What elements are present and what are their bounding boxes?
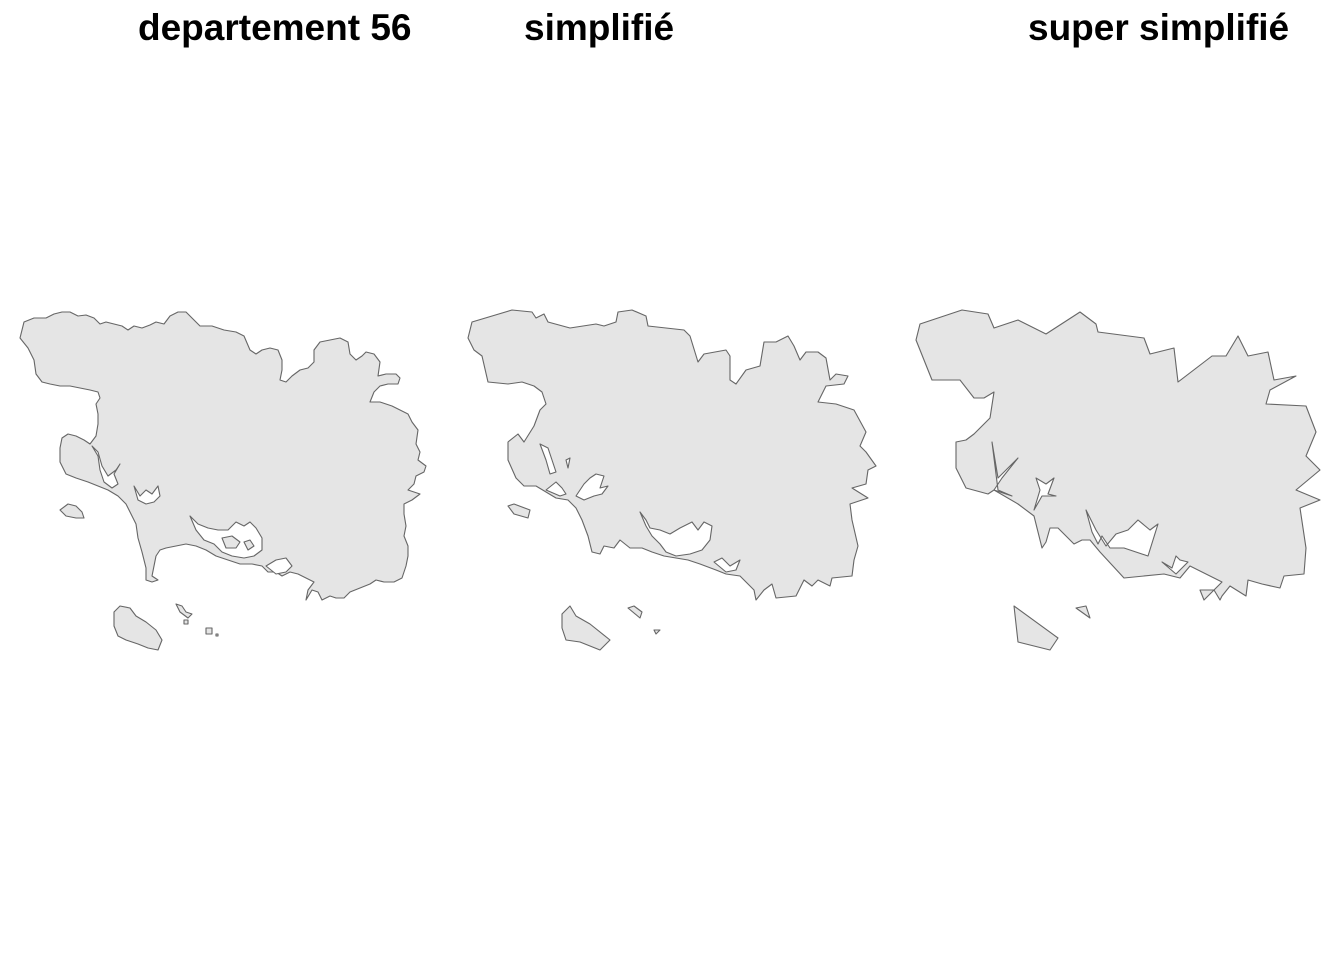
estuaire-vilaine xyxy=(265,557,293,575)
simplifie-gulf-6 xyxy=(713,557,741,573)
super-simplifie-gulf-4 xyxy=(1161,555,1189,575)
islet-2 xyxy=(215,633,219,637)
super-simplifie-houat xyxy=(1075,605,1091,619)
simplifie-hoedic xyxy=(653,629,661,635)
simplifie-gulf-4 xyxy=(575,473,609,501)
panel-title-simplifie: simplifié xyxy=(524,7,675,48)
departement-56-mainland xyxy=(19,311,427,601)
ile-d-arz xyxy=(243,539,255,551)
super-simplifie-gulf-3 xyxy=(1085,509,1159,557)
simplifie-gulf-5 xyxy=(639,511,713,557)
belle-ile xyxy=(113,605,163,651)
simplifie-gulf-3 xyxy=(545,481,567,497)
ria-etel xyxy=(91,445,121,489)
islet-1 xyxy=(183,619,189,625)
simplifie-belle-ile xyxy=(561,605,611,651)
simplifie-houat xyxy=(627,605,643,619)
super-simplifie-gulf-1 xyxy=(991,441,1019,497)
ile-de-groix xyxy=(59,503,85,519)
simplifie-gulf-1 xyxy=(539,443,557,475)
simplifie-mainland xyxy=(467,309,877,601)
ile-de-hoedic xyxy=(205,627,213,635)
super-simplifie-mainland xyxy=(915,309,1321,601)
ile-de-houat xyxy=(175,603,193,619)
panel-title-super-simplifie: super simplifié xyxy=(1028,7,1290,48)
simplifie-groix xyxy=(507,503,531,519)
ile-aux-moines xyxy=(221,535,241,549)
ria-auray xyxy=(133,485,161,505)
panel-title-departement-56: departement 56 xyxy=(138,7,412,48)
super-simplifie-belle-ile xyxy=(1013,605,1059,651)
simplifie-gulf-2 xyxy=(565,457,571,469)
super-simplifie-gulf-2 xyxy=(1033,477,1057,511)
